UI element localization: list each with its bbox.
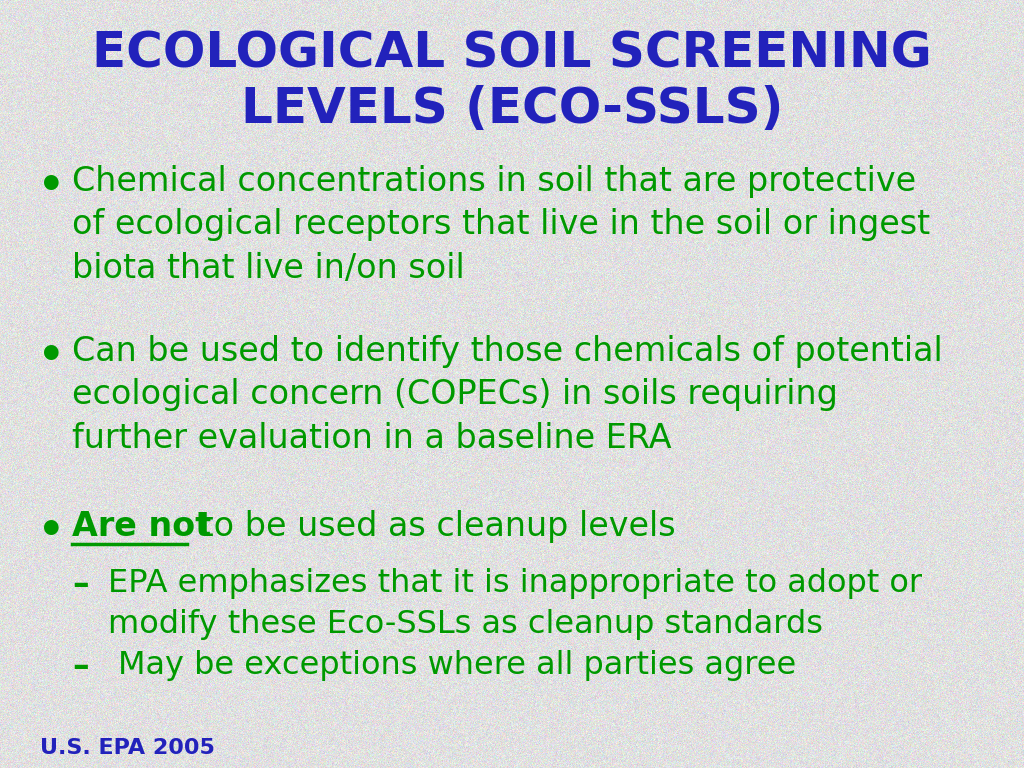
Text: ECOLOGICAL SOIL SCREENING: ECOLOGICAL SOIL SCREENING: [92, 30, 932, 78]
Text: –: –: [72, 568, 89, 601]
Text: –: –: [72, 650, 89, 683]
Text: Are not: Are not: [72, 510, 211, 543]
Text: U.S. EPA 2005: U.S. EPA 2005: [40, 738, 215, 758]
Text: Chemical concentrations in soil that are protective
of ecological receptors that: Chemical concentrations in soil that are…: [72, 165, 930, 285]
Text: LEVELS (ECO-SSLS): LEVELS (ECO-SSLS): [241, 85, 783, 133]
Text: May be exceptions where all parties agree: May be exceptions where all parties agre…: [118, 650, 797, 681]
Text: to be used as cleanup levels: to be used as cleanup levels: [190, 510, 676, 543]
Text: EPA emphasizes that it is inappropriate to adopt or
modify these Eco-SSLs as cle: EPA emphasizes that it is inappropriate …: [108, 568, 923, 640]
Text: •: •: [38, 510, 65, 552]
Text: Can be used to identify those chemicals of potential
ecological concern (COPECs): Can be used to identify those chemicals …: [72, 335, 943, 455]
Text: •: •: [38, 165, 65, 207]
Text: •: •: [38, 335, 65, 377]
